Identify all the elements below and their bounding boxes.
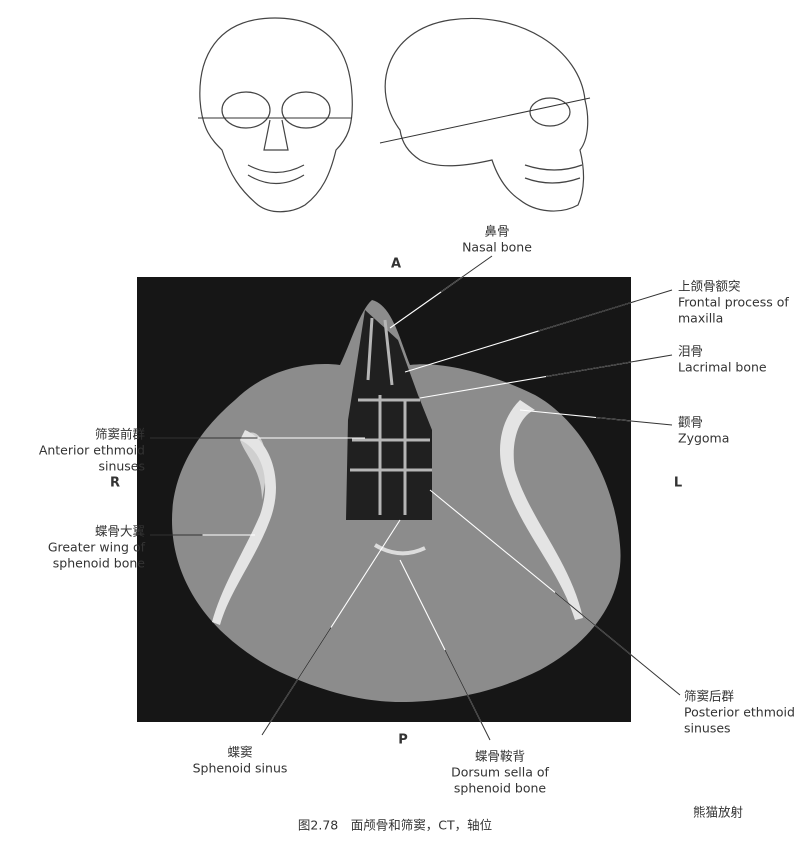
label-text: 上颌骨额突 <box>678 279 741 294</box>
label-text: Lacrimal bone <box>678 360 767 375</box>
label-text: 颧骨 <box>678 415 703 430</box>
orientation-label: P <box>398 733 408 748</box>
leader-line <box>538 289 673 332</box>
label-text: 蝶骨鞍背 <box>475 749 525 764</box>
label-text: Frontal process of <box>678 295 789 310</box>
label-text: 鼻骨 <box>484 224 509 239</box>
label-text: 蝶窦 <box>227 745 252 760</box>
orientation-label: R <box>110 476 120 491</box>
label-text: Dorsum sella of <box>451 765 549 780</box>
ct-image <box>137 277 631 722</box>
leader-line <box>261 627 332 736</box>
label-text: sphenoid bone <box>454 781 547 796</box>
label-text: 筛窦前群 <box>95 427 146 442</box>
label-text: Nasal bone <box>462 240 532 255</box>
label-text: sphenoid bone <box>53 556 146 571</box>
leader-line <box>554 592 681 696</box>
leader-line <box>444 649 491 741</box>
caption: 图2.78 面颅骨和筛窦，CT，轴位 <box>298 818 492 833</box>
label-text: 筛窦后群 <box>684 689 735 704</box>
label-text: sinuses <box>684 721 731 736</box>
label-text: 泪骨 <box>678 344 703 359</box>
skull-frontal-sketch <box>198 17 353 213</box>
skull-lateral-sketch <box>379 18 591 212</box>
leader-line <box>545 354 673 377</box>
view-label: A <box>391 257 401 272</box>
label-text: Sphenoid sinus <box>193 761 288 776</box>
label-text: maxilla <box>678 311 723 326</box>
leader-line <box>595 417 673 426</box>
label-text: Greater wing of <box>48 540 146 555</box>
label-text: Anterior ethmoid <box>39 443 145 458</box>
orientation-label: L <box>674 476 682 491</box>
leader-line <box>440 255 493 293</box>
label-text: Posterior ethmoid <box>684 705 795 720</box>
watermark: 熊猫放射 <box>693 805 743 820</box>
label-text: 蝶骨大翼 <box>95 524 145 539</box>
label-text: Zygoma <box>678 431 729 446</box>
label-text: sinuses <box>98 459 145 474</box>
